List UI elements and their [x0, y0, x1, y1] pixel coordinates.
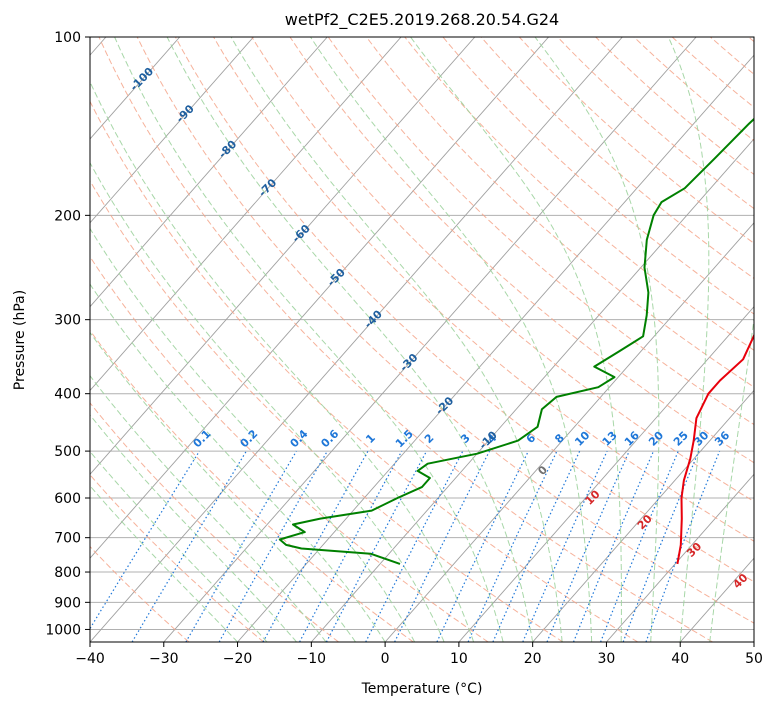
isotherm-line: [90, 37, 623, 642]
moist-adiabat: [90, 485, 238, 642]
mixing-ratio-line: [645, 450, 721, 642]
moist-adiabat: [534, 37, 660, 642]
x-tick-label: −10: [297, 651, 327, 667]
dry-adiabat: [90, 179, 564, 642]
y-axis-title: Pressure (hPa): [12, 290, 28, 390]
axis-ticks: −40 −30 −20 −10 0 10 20 30 40 50 100 200 300 400 500 60…: [45, 30, 763, 667]
dry-adiabat: [366, 37, 754, 388]
y-tick-label: 1000: [45, 622, 81, 638]
plot-frame: [89, 36, 755, 643]
isotherm-line: [90, 37, 402, 392]
y-tick-label: 300: [54, 313, 81, 329]
x-tick-label: 30: [598, 651, 616, 667]
x-tick-label: −20: [223, 651, 253, 667]
moist-adiabat: [90, 374, 327, 642]
moist-adiabat: [709, 315, 754, 642]
y-tick-label: 600: [54, 491, 81, 507]
mixing-ratio-line: [522, 450, 608, 642]
dry-adiabat: [98, 37, 713, 642]
mixing-ratio-line: [394, 450, 491, 642]
dry-adiabat: [174, 37, 754, 583]
mixing-ratio-line: [299, 450, 403, 642]
dry-adiabat: [90, 329, 414, 642]
moist-adiabat: [90, 227, 416, 642]
isotherm-line: [384, 222, 754, 642]
dewpoint-profile: [278, 117, 754, 565]
mixing-ratio-line: [90, 450, 200, 630]
moist-adiabat: [410, 37, 622, 642]
moist-adiabat: [90, 80, 475, 642]
y-tick-label: 100: [54, 30, 81, 46]
dry-adiabat: [327, 37, 754, 426]
dry-adiabat: [404, 37, 754, 351]
isotherm-line: [90, 37, 181, 140]
moist-adiabat: [90, 450, 268, 642]
isotherm-line: [237, 54, 754, 642]
mixing-ratio-line: [492, 450, 581, 642]
isotherm-line: [90, 37, 254, 224]
mixing-ratio-line: [572, 450, 655, 642]
moist-adiabat: [166, 37, 534, 642]
mixing-ratio-line: [365, 450, 464, 642]
isotherm-line: [90, 37, 476, 476]
dry-adiabat: [289, 37, 754, 464]
moist-adiabat: [667, 37, 710, 642]
dry-adiabat: [90, 100, 639, 642]
mixing-ratio-line: [622, 450, 700, 642]
isotherm-line: [532, 389, 754, 642]
moist-adiabat: [230, 37, 563, 642]
dry-adiabat: [557, 37, 754, 210]
x-tick-label: 20: [524, 651, 542, 667]
x-tick-label: 50: [745, 651, 763, 667]
y-tick-label: 500: [54, 444, 81, 460]
moist-adiabat: [90, 414, 297, 642]
dry-adiabat: [136, 37, 754, 624]
moist-adiabat: [90, 161, 445, 642]
dry-adiabat: [90, 402, 339, 642]
mixing-ratio-line: [262, 450, 369, 642]
x-tick-label: −40: [75, 651, 105, 667]
isotherm-line: [606, 473, 754, 642]
temperature-profile: [676, 333, 754, 565]
profiles: [278, 117, 754, 565]
x-tick-label: −30: [149, 651, 179, 667]
background-lines: [90, 37, 754, 642]
mixing-ratio-line: [218, 450, 328, 642]
moist-adiabat: [114, 37, 504, 642]
x-tick-label: 40: [671, 651, 689, 667]
y-tick-label: 800: [54, 565, 81, 581]
mixing-ratio-line: [546, 450, 630, 642]
moist-adiabat: [90, 283, 386, 642]
dry-adiabat: [518, 37, 754, 244]
moist-adiabat: [310, 37, 593, 642]
dry-adiabat: [90, 255, 489, 642]
y-tick-label: 200: [54, 208, 81, 224]
dry-adiabat: [442, 37, 754, 315]
dry-adiabat: [480, 37, 754, 279]
x-tick-label: 0: [381, 651, 390, 667]
isotherm-line: [90, 37, 328, 308]
dry-adiabat: [251, 37, 754, 503]
x-axis-title: Temperature (°C): [361, 681, 483, 697]
chart-title: wetPf2_C2E5.2019.268.20.54.G24: [285, 10, 559, 30]
x-tick-label: 10: [450, 651, 468, 667]
y-tick-label: 700: [54, 531, 81, 547]
isotherm-line: [90, 37, 549, 559]
y-tick-label: 900: [54, 595, 81, 611]
isotherm-line: [163, 37, 697, 642]
isotherm-line: [310, 138, 754, 642]
mixing-ratio-line: [600, 450, 679, 642]
isotherm-line: [458, 305, 754, 642]
y-tick-label: 400: [54, 387, 81, 403]
